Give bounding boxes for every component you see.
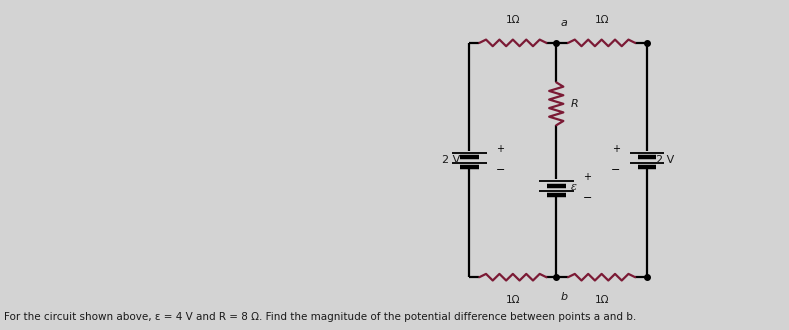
Text: a: a: [560, 18, 567, 28]
Text: 1Ω: 1Ω: [506, 295, 520, 305]
Text: +: +: [496, 144, 504, 154]
Text: ε: ε: [570, 182, 577, 191]
Text: −: −: [583, 193, 593, 203]
Text: −: −: [496, 165, 506, 175]
Text: 1Ω: 1Ω: [506, 15, 520, 25]
Text: 1Ω: 1Ω: [594, 295, 609, 305]
Text: −: −: [611, 165, 620, 175]
Text: +: +: [612, 144, 620, 154]
Text: 1Ω: 1Ω: [594, 15, 609, 25]
Text: R: R: [570, 99, 578, 109]
Text: +: +: [583, 172, 591, 182]
Text: 2 V: 2 V: [442, 155, 460, 165]
Text: 2 V: 2 V: [656, 155, 675, 165]
Text: For the circuit shown above, ε = 4 V and R = 8 Ω. Find the magnitude of the pote: For the circuit shown above, ε = 4 V and…: [4, 312, 636, 322]
Text: b: b: [560, 292, 567, 302]
